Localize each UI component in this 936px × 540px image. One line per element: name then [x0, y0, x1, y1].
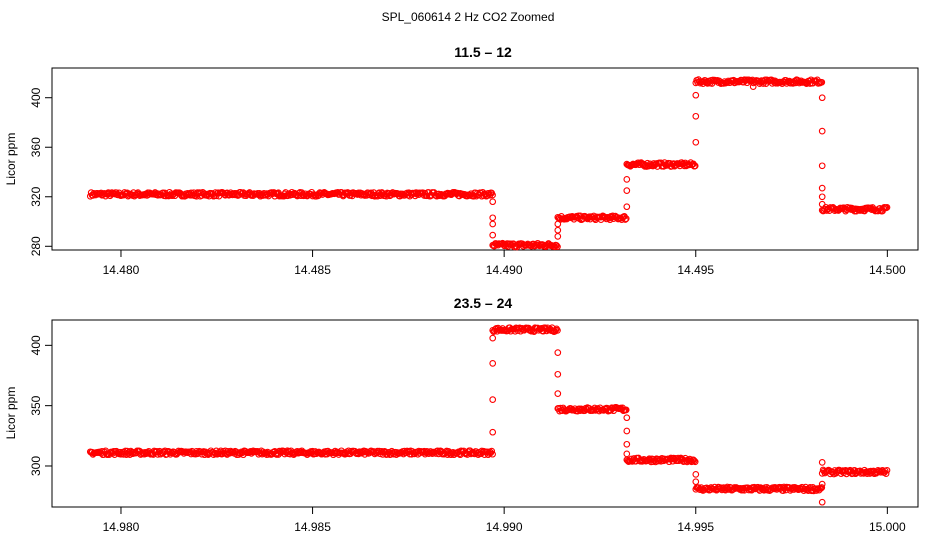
transition-point [489, 396, 497, 403]
data-point [423, 192, 431, 200]
data-point [621, 216, 629, 223]
panel-2-ylabel: Licor ppm [4, 387, 18, 440]
panel-1: 11.5 – 12 Licor ppm 14.480 14.485 14.490 14… [4, 44, 919, 277]
transition-point [623, 414, 631, 422]
transition-point [554, 233, 562, 240]
transition-point [818, 498, 826, 506]
panel-2-y-axis: 300 350 400 [29, 335, 53, 476]
panel-1-x-tick-label: 14.480 [103, 263, 140, 277]
panel-2-x-tick-label: 15.000 [869, 520, 906, 534]
transition-point [818, 200, 826, 208]
panel-1-x-tick-label: 14.495 [677, 263, 714, 277]
data-point [311, 191, 318, 199]
transition-point [489, 220, 497, 228]
data-point [444, 451, 451, 458]
transition-point [623, 450, 631, 458]
data-point [763, 76, 771, 84]
data-point [553, 242, 560, 249]
panel-1-y-tick-label: 280 [29, 236, 43, 256]
panel-1-title: 11.5 – 12 [454, 44, 512, 60]
transition-point [623, 187, 631, 194]
transition-point [692, 91, 700, 99]
transition-point [818, 127, 826, 135]
panel-2-plot-area [51, 319, 919, 508]
panel-2-points [86, 324, 891, 506]
panel-1-x-tick-label: 14.485 [294, 263, 331, 277]
data-point [483, 448, 491, 456]
transition-point [692, 471, 700, 478]
panel-2-x-tick-label: 14.995 [677, 520, 714, 534]
data-point [883, 466, 891, 474]
transition-point [489, 334, 497, 342]
transition-point [818, 193, 826, 201]
transition-point [623, 203, 631, 211]
transition-point [692, 478, 700, 486]
panel-2-y-tick-label: 350 [29, 395, 43, 415]
transition-point [692, 112, 700, 120]
panel-1-y-tick-label: 320 [29, 186, 43, 206]
transition-point [623, 176, 631, 183]
data-point [691, 458, 699, 466]
data-point [489, 450, 496, 458]
figure-title: SPL_060614 2 Hz CO2 Zoomed [381, 10, 555, 24]
panel-1-points [86, 76, 891, 251]
transition-point [554, 370, 562, 378]
data-point [554, 243, 561, 251]
panel-1-y-tick-label: 360 [29, 137, 43, 157]
outlier-point [749, 83, 757, 90]
transition-point [489, 231, 497, 239]
panel-1-x-axis: 14.480 14.485 14.490 14.495 14.500 [103, 249, 906, 277]
transition-point [623, 427, 631, 435]
panel-2-x-tick-label: 14.990 [486, 520, 523, 534]
panel-2-x-tick-label: 14.980 [103, 520, 140, 534]
panel-2-x-axis: 14.980 14.985 14.990 14.995 15.000 [103, 506, 906, 534]
data-point [691, 162, 699, 170]
data-point [818, 78, 826, 86]
transition-point [818, 480, 826, 488]
data-point [690, 456, 697, 464]
data-point [554, 327, 561, 334]
panel-2-x-tick-label: 14.985 [294, 520, 331, 534]
transition-point [692, 138, 700, 146]
data-point [622, 406, 630, 414]
transition-point [489, 360, 497, 367]
panel-2-y-tick-label: 400 [29, 335, 43, 355]
panel-1-x-tick-label: 14.490 [486, 263, 523, 277]
transition-point [818, 162, 826, 170]
transition-point [554, 349, 562, 356]
data-point [883, 204, 891, 211]
panel-1-ylabel: Licor ppm [4, 133, 18, 186]
panel-1-plot-area [51, 67, 919, 251]
data-point [882, 470, 890, 477]
transition-point [818, 94, 826, 102]
data-point [161, 447, 169, 455]
transition-point [623, 440, 631, 448]
data-point [489, 191, 496, 199]
panel-1-y-tick-label: 400 [29, 87, 43, 107]
data-point [690, 457, 698, 465]
transition-point [554, 390, 562, 397]
panel-1-y-axis: 280 320 360 400 [29, 87, 53, 256]
data-point [488, 447, 496, 455]
transition-point [554, 226, 562, 234]
data-point [622, 215, 630, 222]
transition-point [489, 214, 497, 222]
transition-point [818, 459, 826, 466]
transition-point [818, 184, 826, 192]
transition-point [554, 220, 562, 228]
transition-point [489, 428, 497, 436]
transition-point [489, 198, 497, 206]
panel-2: 23.5 – 24 Licor ppm 14.980 14.985 14.990 14… [4, 295, 919, 534]
panel-2-title: 23.5 – 24 [454, 295, 513, 311]
data-point [818, 484, 826, 491]
panel-2-y-tick-label: 300 [29, 456, 43, 476]
panel-1-x-tick-label: 14.500 [869, 263, 906, 277]
data-point [817, 485, 825, 492]
